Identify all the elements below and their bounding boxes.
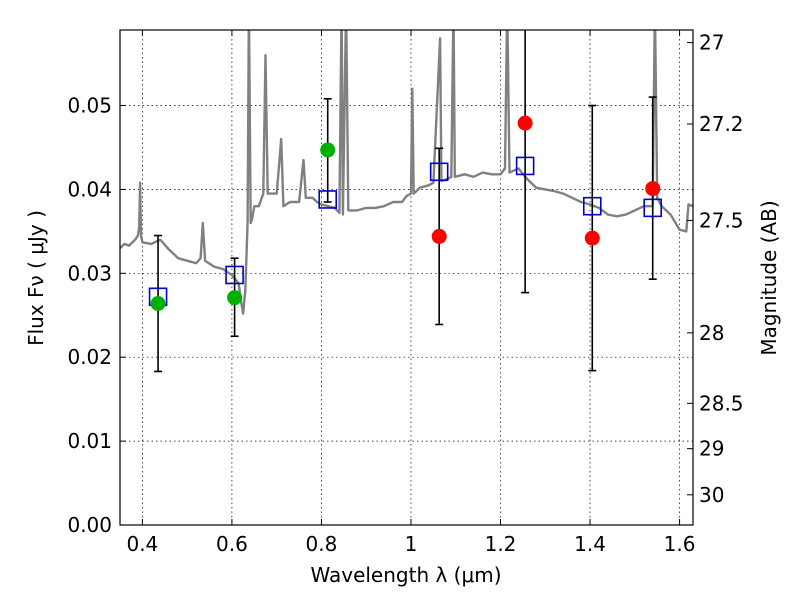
data-layer [120,30,693,315]
model-photometry-square [318,190,338,209]
upper-limit-point [584,230,600,246]
detection-point [227,290,243,306]
model-photometry-square [225,265,244,285]
x-tick-label: 1 [405,532,418,556]
upper-limit-point [517,115,533,131]
x-tick-label: 0.8 [306,532,338,556]
x-tick-label: 1.4 [574,532,606,556]
y2-tick-label: 27.5 [699,208,744,232]
y-tick-label: 0.04 [67,177,112,201]
x-tick-label: 1.2 [485,532,517,556]
y2-tick-label: 29 [699,437,724,461]
y2-tick-label: 30 [699,483,724,507]
tick-marks [120,30,693,526]
y-tick-label: 0.00 [67,513,112,537]
upper-limit-point [431,228,447,244]
x-tick-label: 0.4 [126,532,158,556]
marker-layer [148,30,663,373]
model-photometry-square [643,198,663,218]
detection-point [150,296,166,312]
y-tick-label: 0.01 [67,429,112,453]
tick-labels: 0.4 0.6 0.8 1 1.2 1.4 1.6 0.00 0.01 0.02 0.03 0.04 0… [67,31,743,556]
y-tick-label: 0.02 [67,345,112,369]
plot-background [120,30,693,525]
plot-frame [119,29,694,526]
y2-tick-label: 27 [699,31,724,55]
model-spectrum-line [120,30,693,315]
y2-tick-label: 28 [699,321,724,345]
model-photometry-square [429,162,449,182]
y2-axis-label: Magnitude (AB) [757,200,781,355]
y-tick-label: 0.03 [67,261,112,285]
y-tick-label: 0.05 [67,94,112,118]
model-photometry-square [582,196,602,216]
x-tick-label: 1.6 [664,532,696,556]
detection-point [320,142,336,158]
model-photometry-square [515,156,535,176]
y2-tick-label: 28.5 [699,391,744,415]
y2-tick-label: 27.2 [699,112,744,136]
y-axis-label: Flux Fν ( μJy ) [24,210,48,346]
upper-limit-point [645,181,661,197]
x-axis-label: Wavelength λ (μm) [310,563,501,587]
x-tick-label: 0.6 [216,532,248,556]
